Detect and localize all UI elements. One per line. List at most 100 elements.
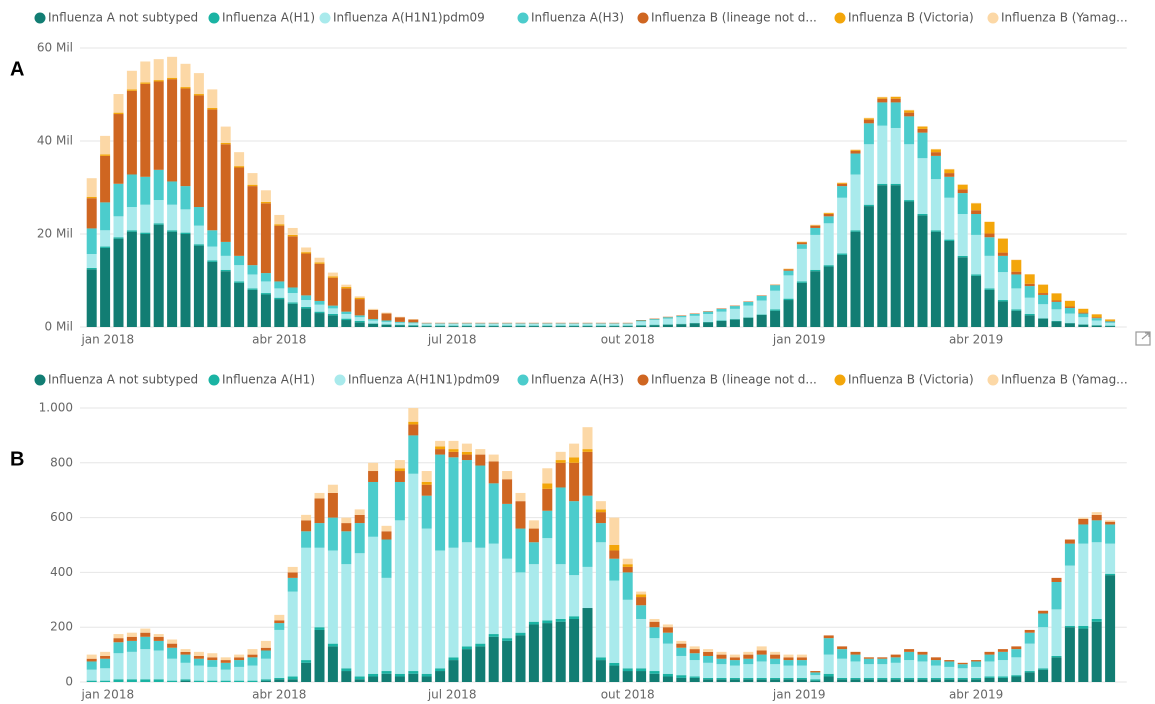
bar-segment bbox=[716, 651, 727, 655]
bar-segment bbox=[247, 665, 258, 681]
bar-segment bbox=[1011, 675, 1022, 677]
bar-segment bbox=[662, 673, 673, 677]
bar-segment bbox=[1051, 655, 1062, 658]
bar-segment bbox=[636, 325, 647, 327]
bar-segment bbox=[1038, 669, 1049, 682]
bar-segment bbox=[904, 679, 915, 682]
bar-segment bbox=[234, 282, 245, 327]
bar-segment bbox=[341, 313, 352, 319]
bar-segment bbox=[247, 186, 258, 266]
bar-segment bbox=[1078, 518, 1089, 525]
bar-segment bbox=[448, 323, 459, 326]
bar-segment bbox=[984, 661, 995, 677]
bar-segment bbox=[770, 679, 781, 682]
bar-segment bbox=[341, 288, 352, 312]
bar-segment bbox=[274, 623, 285, 630]
bar-segment bbox=[984, 288, 995, 290]
bar-segment bbox=[461, 454, 472, 461]
legend-marker bbox=[637, 374, 649, 386]
bar-segment bbox=[287, 302, 298, 304]
bar-segment bbox=[126, 89, 137, 91]
bar-segment bbox=[890, 677, 901, 680]
bar-segment bbox=[1038, 294, 1049, 305]
bar-segment bbox=[890, 654, 901, 658]
bar-segment bbox=[609, 550, 620, 559]
bar-segment bbox=[649, 673, 660, 682]
bar-segment bbox=[783, 275, 794, 299]
bar-segment bbox=[515, 501, 526, 529]
bar-segment bbox=[1105, 524, 1116, 544]
bar-segment bbox=[475, 326, 486, 327]
bar-segment bbox=[100, 658, 111, 669]
x-tick-label: jan 2018 bbox=[80, 688, 134, 702]
bar-segment bbox=[140, 234, 151, 327]
bar-segment bbox=[984, 654, 995, 662]
bar-segment bbox=[1078, 517, 1089, 519]
bar-segment bbox=[448, 326, 459, 327]
bar-segment bbox=[368, 471, 379, 482]
bar-segment bbox=[408, 473, 419, 672]
bar-segment bbox=[837, 182, 848, 184]
bar-segment bbox=[394, 468, 405, 472]
bar-segment bbox=[314, 492, 325, 499]
bar-segment bbox=[314, 629, 325, 682]
bar-segment bbox=[743, 654, 754, 659]
bar-segment bbox=[528, 542, 539, 565]
bar-segment bbox=[649, 320, 660, 325]
bar-segment bbox=[180, 88, 191, 187]
bar-segment bbox=[944, 169, 955, 174]
bar-segment bbox=[823, 676, 834, 682]
legend-marker bbox=[517, 12, 529, 24]
bar-segment bbox=[502, 558, 513, 639]
bar-segment bbox=[140, 82, 151, 84]
x-tick-label: jul 2018 bbox=[427, 688, 477, 702]
bar-segment bbox=[850, 150, 861, 154]
x-tick-label: jan 2019 bbox=[772, 688, 826, 702]
bar-segment bbox=[341, 320, 352, 327]
bar-segment bbox=[260, 679, 271, 681]
bar-segment bbox=[1051, 657, 1062, 682]
legend-label: Influenza B (Yamag... bbox=[1001, 11, 1128, 25]
bar-segment bbox=[260, 190, 271, 202]
bar-segment bbox=[662, 643, 673, 674]
bar-segment bbox=[153, 59, 164, 81]
bar-segment bbox=[689, 677, 700, 682]
legend-marker bbox=[517, 374, 529, 386]
bar-segment bbox=[770, 654, 781, 659]
bar-segment bbox=[113, 216, 124, 238]
bar-segment bbox=[917, 132, 928, 159]
bar-segment bbox=[971, 660, 982, 662]
bar-segment bbox=[113, 183, 124, 217]
bar-segment bbox=[1064, 306, 1075, 308]
bar-segment bbox=[394, 321, 405, 323]
bar-segment bbox=[944, 660, 955, 662]
bar-segment bbox=[421, 326, 432, 327]
bar-segment bbox=[863, 664, 874, 678]
expand-icon[interactable] bbox=[1135, 331, 1151, 346]
bar-segment bbox=[1024, 297, 1035, 314]
bar-segment bbox=[1091, 618, 1102, 622]
bar-segment bbox=[327, 277, 338, 306]
bar-segment bbox=[823, 216, 834, 224]
legend-marker bbox=[34, 12, 46, 24]
bar-segment bbox=[274, 281, 285, 289]
legend-label: Influenza B (Victoria) bbox=[848, 373, 974, 387]
bar-segment bbox=[676, 317, 687, 324]
bar-segment bbox=[837, 183, 848, 187]
bar-segment bbox=[287, 676, 298, 680]
bar-segment bbox=[770, 309, 781, 311]
bar-segment bbox=[930, 665, 941, 678]
bar-segment bbox=[904, 110, 915, 113]
bar-segment bbox=[1064, 313, 1075, 323]
bar-segment bbox=[595, 326, 606, 327]
bar-segment bbox=[850, 230, 861, 232]
bar-segment bbox=[796, 281, 807, 283]
bar-segment bbox=[756, 661, 767, 678]
bar-segment bbox=[703, 322, 714, 327]
bar-segment bbox=[904, 649, 915, 652]
bar-segment bbox=[810, 227, 821, 235]
bar-segment bbox=[582, 323, 593, 326]
bar-segment bbox=[394, 325, 405, 327]
bar-segment bbox=[863, 677, 874, 680]
bar-segment bbox=[354, 679, 365, 682]
